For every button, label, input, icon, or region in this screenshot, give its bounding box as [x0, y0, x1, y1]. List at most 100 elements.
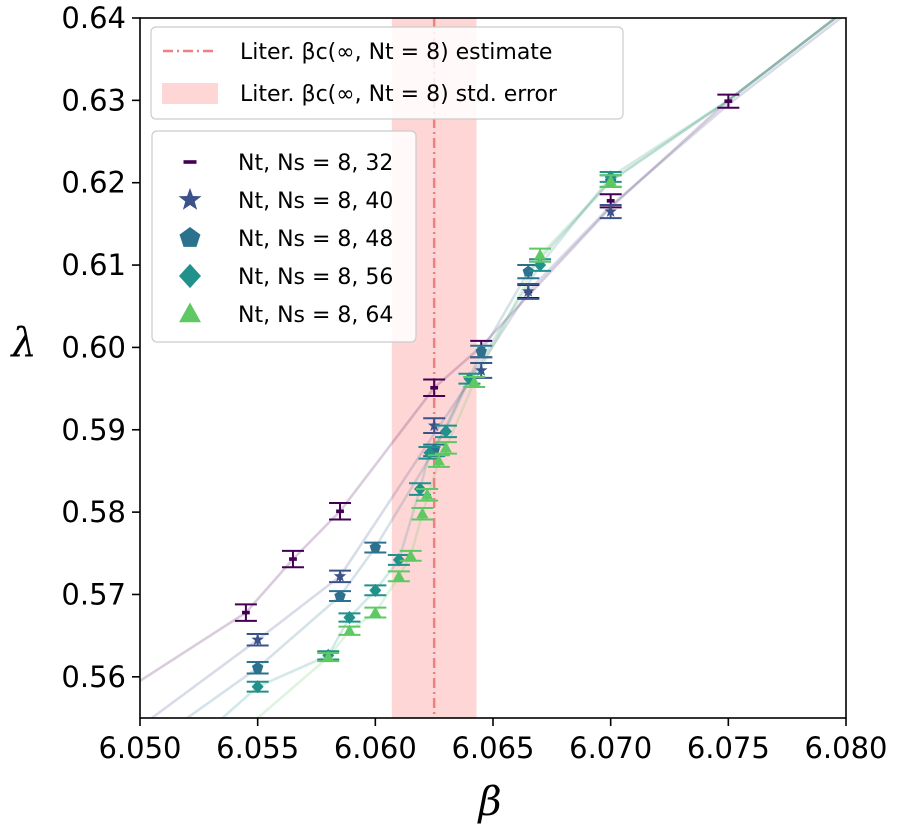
data-point-s4-6 — [416, 488, 439, 502]
legend-label-ns40: Nt, Ns = 8, 40 — [238, 189, 393, 214]
y-tick-label: 0.56 — [61, 660, 126, 694]
data-point-s0-7 — [717, 93, 740, 109]
data-point-s4-4 — [399, 549, 422, 562]
data-point-s4-3 — [387, 570, 410, 583]
data-point-s3-3 — [364, 583, 387, 597]
y-tick-label: 0.63 — [61, 83, 126, 117]
data-point-s3-8 — [458, 372, 481, 386]
data-point-s3-2 — [338, 610, 361, 625]
data-point-s1-4 — [517, 283, 540, 300]
legend-marker-4 — [179, 302, 201, 323]
data-point-s0-2 — [329, 502, 352, 521]
marker — [251, 633, 264, 646]
data-point-s2-0 — [246, 661, 269, 675]
legend-error-band-swatch — [162, 83, 218, 104]
y-tick-label: 0.59 — [61, 413, 126, 447]
marker — [421, 488, 434, 500]
marker — [522, 284, 535, 297]
marker — [242, 610, 250, 615]
marker — [289, 557, 297, 561]
legend-marker-1 — [178, 187, 202, 210]
y-tick-label: 0.61 — [61, 248, 126, 282]
data-point-s4-1 — [338, 624, 361, 636]
legend-label-ns64: Nt, Ns = 8, 64 — [238, 303, 393, 328]
series-legend-box — [151, 130, 417, 343]
reference-legend: Liter. βc(∞, Nt = 8) estimate Liter. βc(… — [150, 26, 624, 120]
y-tick-label: 0.64 — [61, 1, 126, 35]
marker — [369, 583, 382, 597]
marker — [604, 204, 617, 217]
marker — [439, 424, 452, 439]
marker — [322, 650, 335, 662]
axis-ticks-layer: 6.050 6.055 6.060 6.065 6.070 6.075 6.080 0.56 0… — [61, 1, 887, 765]
marker — [392, 553, 405, 567]
marker — [404, 549, 417, 561]
marker — [432, 454, 445, 466]
legend-marker-0 — [183, 160, 197, 164]
data-point-s2-4 — [470, 344, 493, 359]
data-point-s4-9 — [463, 375, 486, 388]
marker — [724, 99, 733, 103]
marker — [343, 624, 356, 636]
legend-estimate-label: Liter. βc(∞, Nt = 8) estimate — [240, 40, 552, 65]
data-point-s0-1 — [281, 549, 304, 569]
data-point-s2-5 — [517, 264, 540, 280]
y-tick-label: 0.60 — [61, 330, 126, 364]
legend-error-band-label: Liter. βc(∞, Nt = 8) std. error — [240, 82, 558, 107]
legend-label-ns56: Nt, Ns = 8, 56 — [238, 265, 393, 290]
fit-line-0 — [140, 18, 838, 682]
marker — [522, 265, 535, 277]
fit-line-3 — [221, 18, 838, 718]
data-point-s0-0 — [234, 603, 257, 622]
data-point-s4-7 — [427, 454, 450, 468]
data-point-s2-2 — [364, 541, 387, 554]
marker — [343, 610, 356, 625]
x-axis-label: β — [476, 779, 501, 825]
fit-line-2 — [186, 18, 838, 718]
x-tick-label: 6.070 — [569, 731, 652, 765]
marker — [606, 199, 615, 203]
reference-legend-box — [150, 26, 624, 120]
x-tick-label: 6.075 — [687, 731, 770, 765]
data-point-s4-8 — [434, 441, 457, 455]
legend-marker-3 — [179, 263, 201, 289]
marker — [251, 661, 264, 673]
marker — [427, 419, 441, 431]
marker — [423, 446, 436, 460]
y-tick-label: 0.57 — [61, 577, 126, 611]
marker — [475, 345, 487, 357]
marker — [369, 541, 382, 553]
data-point-s4-2 — [364, 606, 387, 619]
legend-marker-2 — [179, 227, 201, 247]
data-point-s4-5 — [411, 507, 434, 521]
marker — [474, 363, 488, 376]
series-legend: Nt, Ns = 8, 32 Nt, Ns = 8, 40 Nt, Ns = 8… — [151, 130, 417, 343]
x-tick-label: 6.065 — [451, 731, 534, 765]
data-points-layer — [234, 93, 740, 694]
data-point-s1-5 — [599, 203, 622, 220]
data-point-s1-0 — [246, 633, 269, 647]
x-tick-label: 6.080 — [804, 731, 887, 765]
data-point-s3-7 — [434, 424, 457, 439]
legend-label-ns48: Nt, Ns = 8, 48 — [238, 227, 393, 252]
marker — [468, 375, 481, 387]
data-point-s2-1 — [329, 590, 352, 603]
data-point-s1-1 — [329, 569, 352, 584]
data-point-s3-4 — [387, 553, 410, 567]
marker — [392, 570, 405, 581]
marker — [439, 441, 452, 453]
y-tick-label: 0.58 — [61, 495, 126, 529]
y-tick-label: 0.62 — [61, 166, 126, 200]
marker — [369, 606, 382, 618]
marker — [416, 507, 429, 519]
marker — [604, 174, 617, 186]
data-point-s4-0 — [317, 650, 340, 663]
data-point-s3-6 — [418, 446, 441, 460]
x-tick-label: 6.050 — [98, 731, 181, 765]
data-point-s3-0 — [246, 680, 269, 694]
marker — [251, 680, 264, 694]
x-tick-label: 6.060 — [334, 731, 417, 765]
data-point-s4-11 — [599, 174, 622, 188]
marker — [334, 590, 346, 601]
marker — [336, 509, 344, 514]
